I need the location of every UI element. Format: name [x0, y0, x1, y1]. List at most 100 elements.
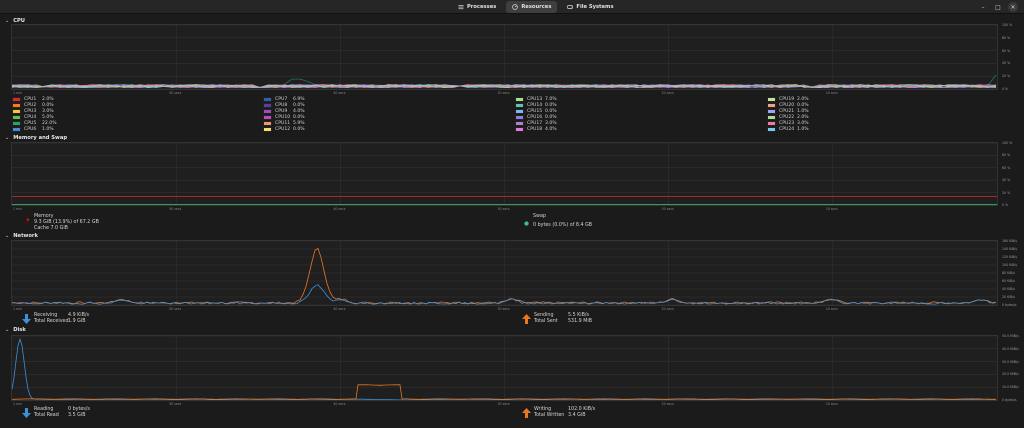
cpu-legend-item[interactable]: CPU21 1.0% [767, 108, 809, 114]
color-swatch[interactable] [767, 96, 776, 102]
network-y-tick: 80 KiB/s [1002, 271, 1015, 275]
cpu-name: CPU15 [527, 108, 543, 114]
disk-y-tick: 40.0 MiB/s [1002, 346, 1019, 351]
disk-graph [11, 335, 998, 401]
cpu-legend-item[interactable]: CPU24 1.0% [767, 126, 809, 132]
color-swatch[interactable] [12, 96, 21, 102]
cpu-y-tick: 0 % [1002, 87, 1009, 91]
color-swatch[interactable] [767, 108, 776, 114]
cpu-legend-item[interactable]: CPU9 4.0% [263, 108, 305, 114]
cpu-name: CPU2 [24, 102, 37, 108]
color-swatch[interactable] [515, 102, 524, 108]
network-x-tick: 40 secs [333, 307, 346, 311]
disk-y-tick: 0 bytes/s [1002, 398, 1017, 402]
disk-write-arrow-icon [522, 408, 531, 418]
cpu-legend-item[interactable]: CPU6 1.0% [12, 126, 54, 132]
cpu-name: CPU22 [779, 114, 795, 120]
maximize-icon: □ [995, 3, 1001, 11]
color-swatch[interactable] [263, 96, 272, 102]
color-swatch[interactable] [12, 102, 21, 108]
memory-y-tick: 80 % [1002, 153, 1011, 158]
cpu-legend-item[interactable]: CPU5 22.0% [12, 120, 57, 126]
color-swatch[interactable] [12, 120, 21, 126]
cpu-y-tick: 60 % [1002, 48, 1011, 53]
cpu-value: 4.0% [293, 108, 305, 114]
total-received-label: Total Received [34, 319, 69, 324]
color-swatch[interactable] [12, 114, 21, 120]
cpu-name: CPU10 [275, 114, 291, 120]
drive-icon [567, 5, 574, 9]
cpu-legend-item[interactable]: CPU16 0.0% [515, 114, 557, 120]
disk-x-tick: 1 min [13, 402, 23, 406]
color-swatch[interactable] [767, 114, 776, 120]
cpu-graph [11, 24, 998, 90]
network-section-header[interactable]: ⌄ Network [5, 233, 38, 239]
cpu-legend-item[interactable]: CPU13 7.0% [515, 96, 557, 102]
tab-processes-label: Processes [467, 4, 497, 10]
close-button[interactable]: ✕ [1008, 2, 1018, 12]
network-y-tick: 160 KiB/s [1002, 239, 1017, 243]
color-swatch[interactable] [515, 120, 524, 126]
cpu-value: 0.0% [293, 126, 305, 132]
cpu-y-tick: 20 % [1002, 74, 1011, 79]
color-swatch[interactable] [515, 114, 524, 120]
cpu-legend-item[interactable]: CPU14 0.0% [515, 102, 557, 108]
cpu-legend-item[interactable]: CPU22 2.0% [767, 114, 809, 120]
cpu-value: 0.0% [545, 114, 557, 120]
tab-resources[interactable]: Resources [506, 1, 558, 13]
network-title: Network [13, 233, 38, 239]
cpu-legend-item[interactable]: CPU20 0.0% [767, 102, 809, 108]
cpu-name: CPU11 [275, 120, 291, 126]
cpu-legend-item[interactable]: CPU15 0.0% [515, 108, 557, 114]
cpu-y-tick: 80 % [1002, 35, 1011, 40]
color-swatch[interactable] [263, 114, 272, 120]
color-swatch[interactable] [12, 126, 21, 132]
minimize-button[interactable]: – [978, 2, 988, 12]
cpu-legend-item[interactable]: CPU18 4.0% [515, 126, 557, 132]
cpu-legend-item[interactable]: CPU8 0.0% [263, 102, 305, 108]
color-swatch[interactable] [263, 120, 272, 126]
cpu-legend-item[interactable]: CPU3 3.0% [12, 108, 54, 114]
color-swatch[interactable] [767, 102, 776, 108]
cpu-legend-item[interactable]: CPU10 0.0% [263, 114, 305, 120]
cpu-legend-item[interactable]: CPU2 0.0% [12, 102, 54, 108]
cpu-legend-item[interactable]: CPU11 5.9% [263, 120, 305, 126]
color-swatch[interactable] [767, 126, 776, 132]
cpu-name: CPU1 [24, 96, 37, 102]
color-swatch[interactable] [515, 96, 524, 102]
tab-file-systems[interactable]: File Systems [561, 1, 619, 13]
cpu-name: CPU9 [275, 108, 288, 114]
memory-x-tick: 1 min [13, 207, 23, 211]
color-swatch[interactable] [263, 108, 272, 114]
cpu-legend-item[interactable]: CPU12 0.0% [263, 126, 305, 132]
memory-section-header[interactable]: ⌄ Memory and Swap [5, 135, 67, 141]
cpu-legend-item[interactable]: CPU7 6.9% [263, 96, 305, 102]
maximize-button[interactable]: □ [993, 2, 1003, 12]
cpu-legend-item[interactable]: CPU19 2.0% [767, 96, 809, 102]
cpu-value: 3.0% [797, 120, 809, 126]
color-swatch[interactable] [263, 126, 272, 132]
color-swatch[interactable] [515, 108, 524, 114]
chevron-down-icon: ⌄ [5, 18, 10, 24]
total-received-value: 1.9 GiB [68, 319, 86, 324]
color-swatch[interactable] [515, 126, 524, 132]
cpu-legend-item[interactable]: CPU1 2.0% [12, 96, 54, 102]
color-swatch[interactable] [767, 120, 776, 126]
sending-info: Sending 5.5 KiB/s Total Sent 531.9 MiB [534, 313, 592, 325]
tab-processes[interactable]: Processes [452, 1, 502, 13]
disk-y-tick: 50.0 MiB/s [1002, 334, 1019, 338]
cpu-legend-item[interactable]: CPU23 3.0% [767, 120, 809, 126]
cpu-section-header[interactable]: ⌄ CPU [5, 18, 25, 24]
cpu-value: 0.0% [797, 102, 809, 108]
disk-section-header[interactable]: ⌄ Disk [5, 327, 26, 333]
color-swatch[interactable] [12, 108, 21, 114]
cpu-value: 0.0% [545, 108, 557, 114]
cpu-legend-item[interactable]: CPU4 5.0% [12, 114, 54, 120]
cpu-name: CPU8 [275, 102, 288, 108]
color-swatch[interactable] [263, 102, 272, 108]
cpu-legend-item[interactable]: CPU17 3.0% [515, 120, 557, 126]
cpu-name: CPU6 [24, 126, 37, 132]
disk-x-tick: 40 secs [333, 402, 346, 406]
network-graph [11, 240, 998, 306]
reading-series [12, 337, 997, 400]
